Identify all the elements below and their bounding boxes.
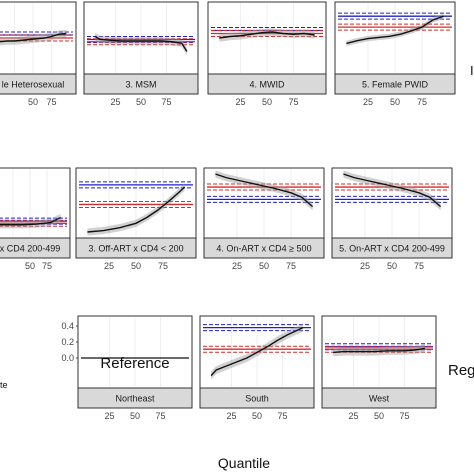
- facet-strip-label: 3. Off-ART x CD4 < 200: [88, 244, 183, 254]
- confidence-ribbon: [87, 183, 185, 236]
- x-tick-label: 75: [414, 261, 424, 271]
- confidence-ribbon: [333, 344, 425, 357]
- x-tick-label: 25: [348, 411, 358, 421]
- x-tick-label: 75: [417, 97, 427, 107]
- quantile-line: [94, 35, 188, 52]
- x-tick-label: 75: [42, 261, 52, 271]
- quantile-line: [87, 186, 186, 233]
- quantile-line: [219, 31, 315, 39]
- x-tick-label: 25: [360, 261, 370, 271]
- x-tick-label: 75: [399, 411, 409, 421]
- confidence-ribbon: [95, 32, 187, 56]
- x-tick-label: 25: [110, 97, 120, 107]
- facet-strip-label: le Heterosexual: [2, 80, 65, 90]
- facet-panel-11: West 25 50 75: [321, 315, 437, 421]
- facet-strip-label: x CD4 200-499: [0, 244, 60, 254]
- facet-strip-label: 3. MSM: [125, 80, 156, 90]
- facet-panel-7: 4. On-ART x CD4 ≥ 500 25 50 75: [203, 167, 325, 271]
- facet-panel-2: 3. MSM 25 50 75: [83, 1, 199, 107]
- facet-strip-label: 4. On-ART x CD4 ≥ 500: [216, 244, 311, 254]
- quantile-line: [0, 32, 67, 43]
- x-tick-label: 25: [104, 261, 114, 271]
- facet-strip: [199, 387, 315, 409]
- x-tick-label: 50: [130, 411, 140, 421]
- confidence-ribbon: [219, 28, 315, 42]
- row-label-fragment-top-right: I: [470, 63, 474, 78]
- facet-panel-1: le Heterosexual 50 75: [0, 1, 77, 107]
- x-tick-label: 25: [363, 97, 373, 107]
- facet-strip-label: South: [245, 394, 269, 404]
- facet-strip-label: 5. On-ART x CD4 200-499: [339, 244, 445, 254]
- quantile-line: [0, 216, 61, 226]
- x-tick-label: 75: [161, 97, 171, 107]
- facet-strip: [321, 387, 437, 409]
- x-tick-label: 50: [136, 97, 146, 107]
- quantile-line: [210, 326, 304, 377]
- x-tick-label: 50: [387, 261, 397, 271]
- x-tick-label: 50: [374, 411, 384, 421]
- x-tick-label: 75: [158, 261, 168, 271]
- quantile-line: [215, 173, 314, 208]
- quantile-line: [346, 15, 444, 45]
- x-axis-title: Quantile: [218, 455, 270, 471]
- facet-strip: [334, 73, 456, 95]
- x-tick-label: 75: [277, 411, 287, 421]
- x-tick-label: 25: [235, 97, 245, 107]
- facet-strip-label: West: [369, 394, 390, 404]
- facet-strip: [203, 237, 325, 259]
- facet-panel-4: 5. Female PWID 25 50 75: [334, 1, 456, 107]
- facet-strip: [77, 387, 193, 409]
- x-tick-label: 75: [46, 97, 56, 107]
- y-tick-label: 0.0: [61, 353, 74, 363]
- reference-annotation: Reference: [100, 355, 169, 372]
- x-tick-label: 25: [226, 411, 236, 421]
- facet-strip: [207, 73, 327, 95]
- x-tick-label: 50: [252, 411, 262, 421]
- confidence-ribbon: [211, 323, 303, 380]
- facet-strip: [75, 237, 197, 259]
- x-tick-label: 50: [390, 97, 400, 107]
- y-tick-label: 0.2: [61, 337, 74, 347]
- facet-strip: [83, 73, 199, 95]
- x-tick-label: 50: [25, 261, 35, 271]
- x-tick-label: 75: [155, 411, 165, 421]
- facet-panel-5: x CD4 200-499 50 75: [0, 167, 71, 271]
- x-tick-label: 50: [262, 97, 272, 107]
- row-label-fragment-bottom-left: te: [0, 380, 8, 390]
- facet-panel-3: 4. MWID 25 50 75: [207, 1, 327, 107]
- facet-strip: [0, 73, 77, 95]
- x-tick-label: 50: [131, 261, 141, 271]
- x-tick-label: 50: [28, 97, 38, 107]
- facet-strip-label: 4. MWID: [250, 80, 285, 90]
- row-label-fragment-bottom-right: Reg: [448, 362, 474, 379]
- confidence-ribbon: [0, 29, 67, 46]
- quantile-line: [343, 173, 442, 208]
- x-tick-label: 50: [259, 261, 269, 271]
- quantile-line: [333, 347, 426, 354]
- facet-panel-10: South 25 50 75: [199, 315, 315, 421]
- x-tick-label: 75: [288, 97, 298, 107]
- facet-strip: [0, 237, 71, 259]
- facet-panel-8: 5. On-ART x CD4 200-499 25 50 75: [331, 167, 453, 271]
- facet-strip-label: Northeast: [115, 394, 155, 404]
- x-tick-label: 25: [104, 411, 114, 421]
- facet-strip: [331, 237, 453, 259]
- y-tick-label: 0.4: [61, 321, 74, 331]
- facet-panel-6: 3. Off-ART x CD4 < 200 25 50 75: [75, 167, 197, 271]
- x-tick-label: 25: [232, 261, 242, 271]
- x-tick-label: 75: [286, 261, 296, 271]
- facet-strip-label: 5. Female PWID: [362, 80, 429, 90]
